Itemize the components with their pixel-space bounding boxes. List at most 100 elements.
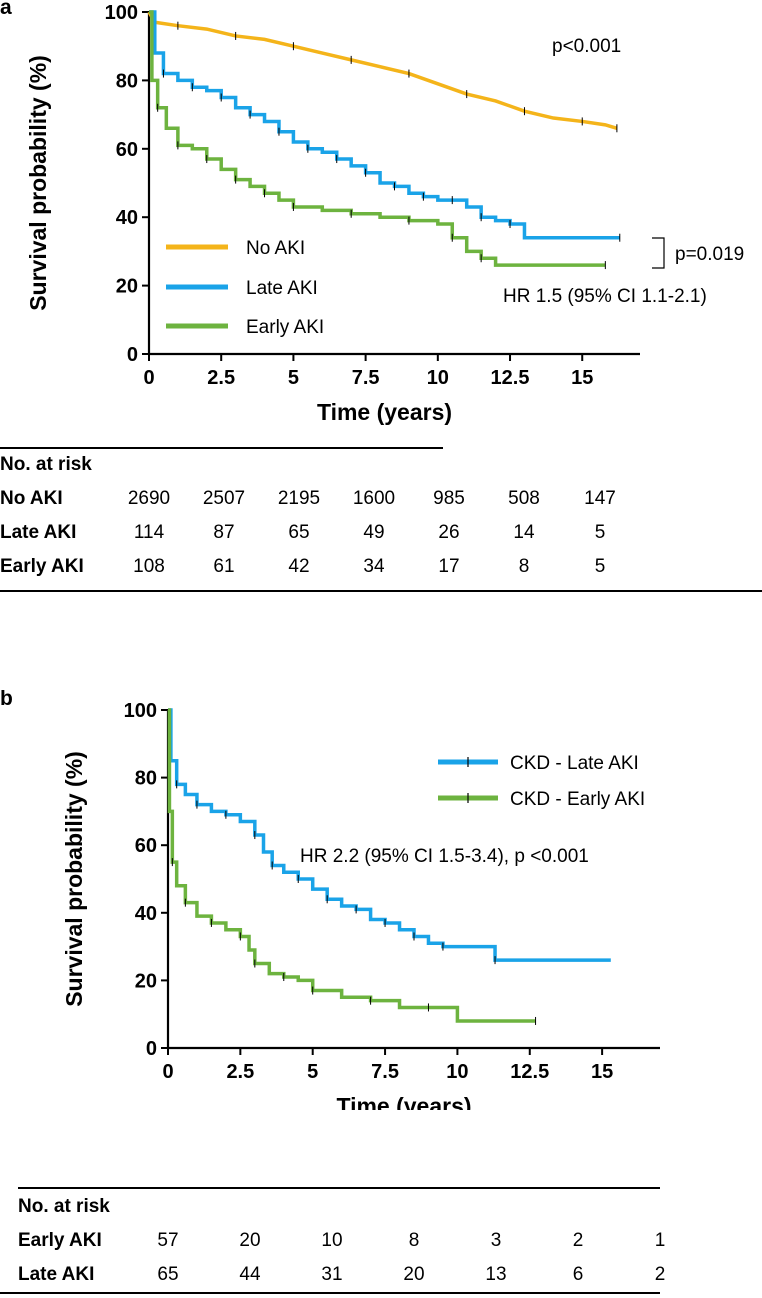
y-tick-label: 60 (116, 139, 138, 161)
risk-value: 2507 (202, 488, 246, 509)
risk-value: 8 (518, 556, 530, 577)
risk-value: 20 (403, 1264, 425, 1285)
panel-b-plot: 0 20 40 60 80 100 0 2.5 5 7.5 10 12.5 15 Time (years)… (61, 700, 660, 1110)
risk-row-label: No AKI (0, 488, 63, 509)
x-tick-label: 10 (446, 1061, 468, 1083)
x-tick-label: 5 (307, 1061, 318, 1083)
risk-value: 61 (213, 556, 235, 577)
panel-a-label: a (0, 0, 12, 19)
x-axis-title: Time (years) (336, 1093, 471, 1110)
panel-b-label: b (0, 690, 13, 710)
risk-value: 65 (288, 522, 310, 543)
panel-b-hr: HR 2.2 (95% CI 1.5-3.4), p <0.001 (300, 846, 589, 867)
panel-a-plot: 0 20 40 60 80 100 0 2.5 5 7.5 10 12.5 15 Time (years)… (25, 2, 640, 425)
series-line-late-aki (149, 10, 620, 240)
x-tick-label: 12.5 (491, 367, 530, 389)
series-line-no-aki (147, 11, 618, 130)
risk-value: 8 (408, 1230, 420, 1251)
x-tick-label: 2.5 (226, 1061, 254, 1083)
risk-value: 57 (157, 1230, 179, 1251)
panel-a-legend: No AKI Late AKI Early AKI (166, 238, 324, 338)
risk-value: 114 (133, 522, 165, 543)
x-axis-title: Time (years) (317, 399, 452, 425)
risk-value: 42 (288, 556, 310, 577)
risk-row: Early AKI 108 61 42 34 17 8 5 (0, 556, 700, 586)
risk-value: 2690 (127, 488, 171, 509)
risk-value: 2 (654, 1264, 666, 1285)
panel-b-risk-top-rule (18, 1187, 660, 1189)
risk-value: 147 (584, 488, 616, 509)
risk-value: 14 (513, 522, 535, 543)
x-tick-label: 12.5 (510, 1061, 549, 1083)
panel-a-hr: HR 1.5 (95% CI 1.1-2.1) (503, 286, 707, 307)
risk-value: 49 (363, 522, 385, 543)
y-tick-label: 20 (116, 276, 138, 298)
x-tick-label: 7.5 (371, 1061, 399, 1083)
risk-row: Late AKI 114 87 65 49 26 14 5 (0, 522, 700, 552)
risk-value: 108 (133, 556, 165, 577)
risk-value: 20 (239, 1230, 261, 1251)
risk-value: 2 (572, 1230, 584, 1251)
y-tick-label: 80 (116, 70, 138, 92)
risk-row: Late AKI 65 44 31 20 13 6 2 (18, 1264, 718, 1294)
risk-row-label: Early AKI (0, 556, 84, 577)
risk-value: 6 (572, 1264, 584, 1285)
risk-value: 5 (594, 522, 606, 543)
y-tick-label: 60 (135, 835, 157, 857)
risk-value: 2195 (277, 488, 321, 509)
x-tick-label: 2.5 (207, 367, 235, 389)
risk-value: 10 (321, 1230, 343, 1251)
risk-value: 44 (239, 1264, 261, 1285)
y-tick-label: 0 (127, 344, 138, 366)
x-tick-label: 7.5 (352, 367, 380, 389)
y-tick-label: 100 (124, 700, 157, 722)
panel-b-risk-bottom-rule (0, 1292, 660, 1294)
panel-b-chart: b 0 20 40 60 80 100 0 2.5 5 7.5 10 12.5 15 Time (year… (0, 690, 660, 1110)
x-tick-label: 10 (427, 367, 449, 389)
x-tick-label: 0 (162, 1061, 173, 1083)
panel-a-risk-top-rule (0, 447, 443, 449)
y-axis-title: Survival probability (%) (61, 751, 87, 1007)
risk-title: No. at risk (0, 454, 92, 475)
y-tick-label: 80 (135, 768, 157, 790)
risk-value: 87 (213, 522, 235, 543)
risk-value: 985 (433, 488, 465, 509)
risk-row-label: Late AKI (0, 522, 77, 543)
legend-label-ckd-early-aki: CKD - Early AKI (510, 789, 645, 810)
x-tick-label: 15 (571, 367, 593, 389)
panel-b-risk-table: No. at risk Early AKI 57 20 10 8 3 2 1 L… (18, 1194, 718, 1294)
risk-value: 1 (654, 1230, 666, 1251)
risk-title: No. at risk (18, 1196, 110, 1217)
x-tick-label: 5 (288, 367, 299, 389)
risk-row: Early AKI 57 20 10 8 3 2 1 (18, 1230, 718, 1260)
risk-value: 34 (363, 556, 385, 577)
series-line-ckd-late-aki (168, 708, 611, 962)
x-tick-label: 15 (591, 1061, 613, 1083)
legend-label-no-aki: No AKI (246, 238, 305, 259)
panel-a-p-pair: p=0.019 (675, 244, 744, 265)
risk-value: 65 (157, 1264, 179, 1285)
y-tick-label: 40 (135, 903, 157, 925)
risk-value: 13 (485, 1264, 507, 1285)
risk-value: 31 (321, 1264, 343, 1285)
y-tick-label: 0 (146, 1038, 157, 1060)
panel-a-risk-table: No. at risk No AKI 2690 2507 2195 1600 9… (0, 452, 700, 602)
y-tick-label: 20 (135, 970, 157, 992)
risk-value: 5 (594, 556, 606, 577)
y-axis-title: Survival probability (%) (25, 55, 51, 311)
panel-a-chart: a 0 20 40 60 80 100 0 2.5 5 7.5 10 12.5 15 Time (year… (0, 0, 744, 425)
series-line-early-aki (149, 10, 606, 267)
risk-value: 3 (490, 1230, 502, 1251)
x-tick-label: 0 (143, 367, 154, 389)
legend-label-late-aki: Late AKI (246, 278, 318, 299)
y-tick-label: 100 (105, 2, 138, 24)
risk-value: 508 (508, 488, 540, 509)
panel-b-legend: CKD - Late AKI CKD - Early AKI (438, 753, 645, 810)
panel-a-p-overall: p<0.001 (552, 36, 621, 57)
panel-a-risk-bottom-rule (0, 590, 762, 592)
risk-value: 26 (438, 522, 460, 543)
risk-value: 1600 (352, 488, 396, 509)
legend-label-ckd-late-aki: CKD - Late AKI (510, 753, 639, 774)
panel-a-bracket (652, 237, 665, 269)
risk-row: No AKI 2690 2507 2195 1600 985 508 147 (0, 488, 700, 518)
